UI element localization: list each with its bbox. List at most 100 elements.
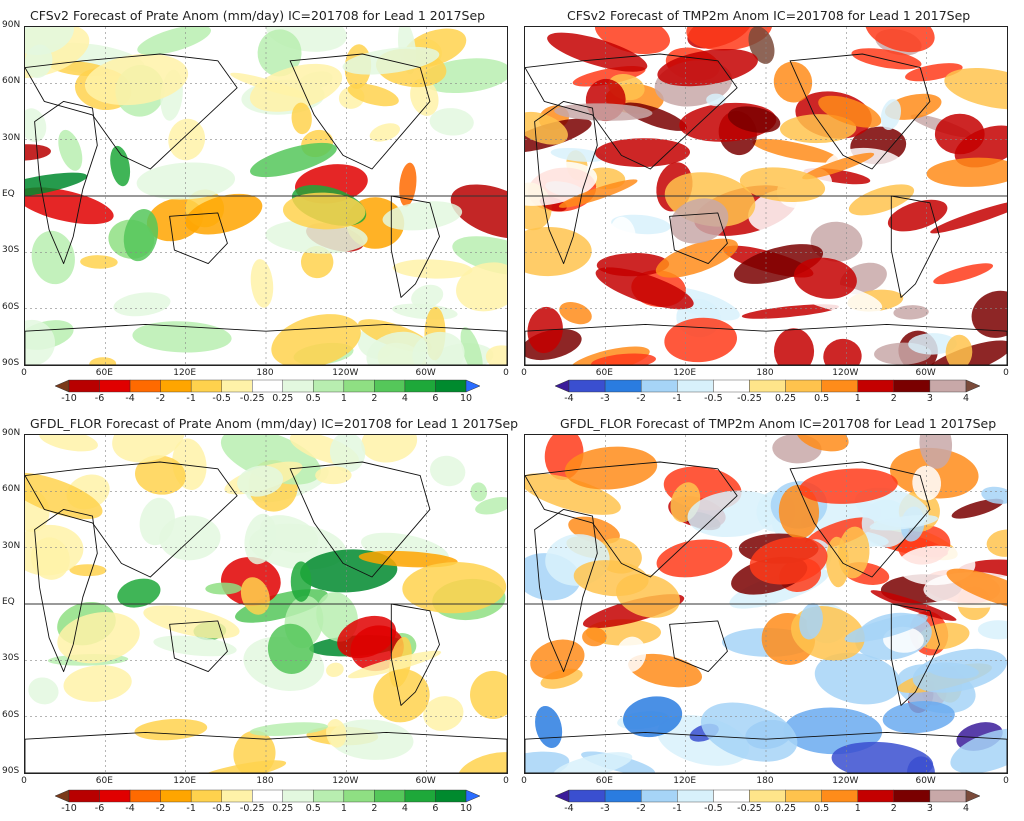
colorbar-tick-label: 3 xyxy=(926,803,933,814)
coastline xyxy=(289,461,431,578)
anomaly-region xyxy=(525,226,592,277)
anomaly-region xyxy=(429,108,474,136)
colorbar-swatch xyxy=(313,789,345,803)
anomaly-region xyxy=(810,221,863,262)
anomaly-region xyxy=(382,201,463,231)
lon-tick-label: 0 xyxy=(521,776,527,786)
anomaly-region xyxy=(185,193,263,235)
anomaly-region xyxy=(946,568,1007,611)
coastline xyxy=(789,461,931,578)
lon-tick-label: 60E xyxy=(595,776,613,786)
lon-tick-label: 0 xyxy=(21,368,27,378)
coastline xyxy=(25,323,507,365)
colorbar-tick-label: 6 xyxy=(432,803,439,814)
colorbar-swatch xyxy=(640,379,678,393)
anomaly-region xyxy=(656,539,733,578)
anomaly-region xyxy=(559,301,592,325)
lon-tick-label: 120W xyxy=(832,368,859,378)
anomaly-region xyxy=(113,292,171,317)
coastline xyxy=(525,461,738,578)
lat-tick-label: 30N xyxy=(2,540,21,551)
colorbar-swatch xyxy=(129,789,161,803)
anomaly-region xyxy=(347,83,399,107)
anomaly-region xyxy=(525,473,621,515)
lon-tick-label: 180 xyxy=(256,776,274,786)
anomaly-region xyxy=(112,435,185,463)
colorbar-swatch xyxy=(568,789,606,803)
anomaly-region xyxy=(700,702,798,762)
anomaly-region xyxy=(848,184,915,216)
anomaly-region xyxy=(530,639,585,680)
colorbar-low-arrow xyxy=(54,789,70,803)
lat-tick-label: 60N xyxy=(2,76,21,87)
colorbar-swatch xyxy=(221,789,253,803)
colorbar-tick-label: 3 xyxy=(926,393,933,404)
anomaly-region xyxy=(423,696,464,731)
colorbar-tick-label: -1 xyxy=(186,393,196,404)
lat-tick-label: 60S xyxy=(2,709,20,720)
anomaly-region xyxy=(779,114,857,144)
colorbar-tick-label: 10 xyxy=(459,393,473,404)
colorbar-tick-label: 4 xyxy=(962,803,970,814)
anomaly-region xyxy=(870,590,957,621)
lon-tick-label: 180 xyxy=(756,776,774,786)
anomaly-region xyxy=(63,665,132,702)
anomaly-region xyxy=(485,345,507,365)
anomaly-region xyxy=(89,357,117,365)
anomaly-region xyxy=(110,145,131,187)
colorbar-tick-label: -1 xyxy=(672,803,683,814)
anomaly-region xyxy=(623,696,683,738)
lon-tick-label: 0 xyxy=(521,368,527,378)
anomaly-region xyxy=(329,719,414,760)
anomaly-region xyxy=(257,29,302,77)
anomaly-region xyxy=(525,111,568,145)
colorbar-swatch xyxy=(857,379,895,393)
colorbar-tick-label: -0.5 xyxy=(704,803,723,814)
anomaly-region xyxy=(470,482,488,502)
colorbar-swatch xyxy=(568,379,606,393)
anomaly-region xyxy=(749,536,828,585)
anomaly-region xyxy=(919,435,953,469)
anomaly-region xyxy=(799,603,823,640)
anomaly-region xyxy=(859,85,880,102)
anomaly-region xyxy=(971,290,1007,338)
colorbar-tick-label: 0.25 xyxy=(272,803,294,814)
colorbar-tick-label: -2 xyxy=(155,393,166,404)
anomaly-region xyxy=(887,199,948,232)
colorbar-swatch xyxy=(929,789,967,803)
colorbar-tick-label: -4 xyxy=(564,393,574,404)
colorbar-swatch xyxy=(313,379,345,393)
coastline xyxy=(34,100,98,265)
anomaly-region xyxy=(823,338,862,365)
anomaly-region xyxy=(457,752,507,773)
panel-title: GFDL_FLOR Forecast of Prate Anom (mm/day… xyxy=(30,416,519,431)
lon-tick-label: 180 xyxy=(756,368,774,378)
lon-tick-label: 180 xyxy=(256,368,274,378)
anomaly-region xyxy=(727,106,781,133)
colorbar-tick-label: 0.5 xyxy=(814,393,830,404)
colorbar-tick-label: -2 xyxy=(636,803,646,814)
map-frame xyxy=(524,26,1008,366)
colorbar-swatch xyxy=(190,379,222,393)
colorbar-tick-label: 4 xyxy=(962,393,970,404)
anomaly-region xyxy=(930,199,1007,234)
anomaly-region xyxy=(773,328,815,365)
coastline xyxy=(890,603,940,706)
lon-tick-label: 60E xyxy=(595,368,613,378)
colorbar-swatch xyxy=(68,789,100,803)
anomaly-region xyxy=(670,198,729,244)
anomaly-region xyxy=(748,27,775,64)
anomaly-region xyxy=(554,103,653,121)
anomaly-region xyxy=(706,93,726,107)
colorbar-tick-label: -1 xyxy=(186,803,196,814)
coastline xyxy=(169,620,228,673)
anomaly-region xyxy=(550,147,606,162)
anomaly-region xyxy=(134,718,208,741)
anomaly-region xyxy=(244,513,277,565)
lon-tick-label: 0 xyxy=(503,776,509,786)
coastline xyxy=(669,212,728,265)
anomaly-region xyxy=(137,27,212,56)
anomaly-region xyxy=(80,255,118,269)
lat-tick-label: 90S xyxy=(2,358,20,368)
colorbar-swatch xyxy=(343,789,375,803)
